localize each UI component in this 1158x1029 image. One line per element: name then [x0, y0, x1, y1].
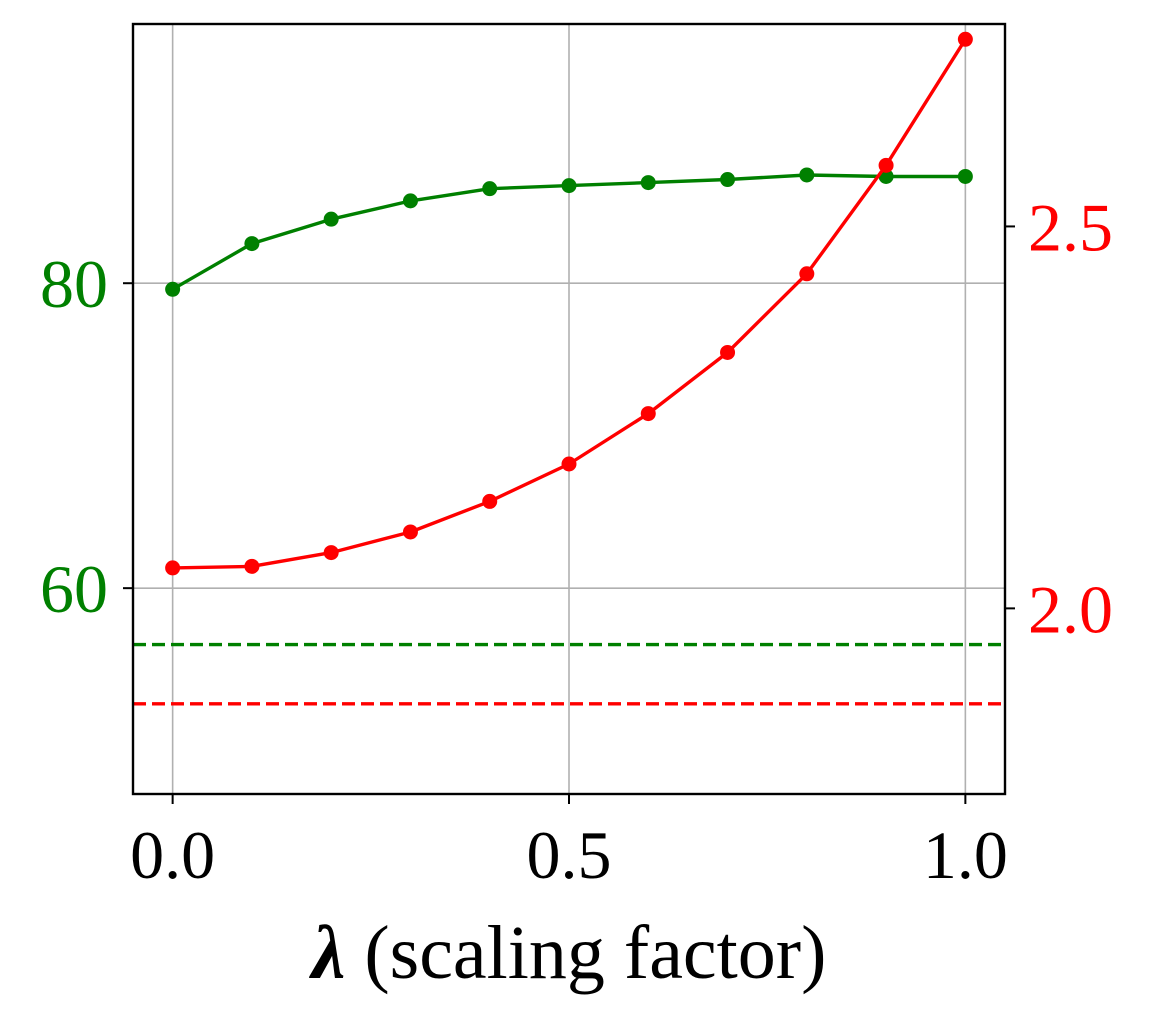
right-series-point	[482, 493, 498, 509]
left-series-point	[799, 167, 815, 183]
x-tick-label: 1.0	[923, 817, 1008, 893]
right-y-tick-label: 2.0	[1028, 571, 1113, 647]
left-y-tick-label: 80	[40, 246, 108, 322]
left-series-point	[323, 211, 339, 227]
left-series-point	[561, 178, 577, 194]
right-series-point	[323, 545, 339, 561]
left-series-point	[482, 181, 498, 197]
x-axis-label-symbol: λ	[309, 911, 346, 995]
right-series-point	[244, 558, 260, 574]
x-tick-label: 0.5	[527, 817, 612, 893]
left-series-point	[244, 236, 260, 252]
left-series-point	[720, 172, 736, 188]
x-axis-label-text: (scaling factor)	[345, 911, 826, 995]
x-axis-label: λ (scaling factor)	[309, 911, 827, 995]
left-series-point	[165, 281, 181, 297]
right-y-tick-label: 2.5	[1028, 189, 1113, 265]
right-series-point	[878, 157, 894, 173]
grid-lines	[133, 24, 1005, 794]
right-series-point	[640, 406, 656, 422]
left-series-point	[957, 168, 973, 184]
right-series-point	[561, 456, 577, 472]
left-series-point	[402, 193, 418, 209]
left-y-tick-label: 60	[40, 551, 108, 627]
right-series-point	[799, 266, 815, 282]
right-series-point	[957, 31, 973, 47]
right-series-point	[402, 524, 418, 540]
right-series-point	[720, 344, 736, 360]
right-series-point	[165, 560, 181, 576]
reference-lines	[133, 642, 1005, 706]
series-lines	[165, 31, 973, 576]
axes: 0.0 0.5 1.0 60 80 2.0 2.5	[40, 189, 1113, 893]
x-tick-label: 0.0	[130, 817, 215, 893]
left-series-point	[640, 175, 656, 191]
